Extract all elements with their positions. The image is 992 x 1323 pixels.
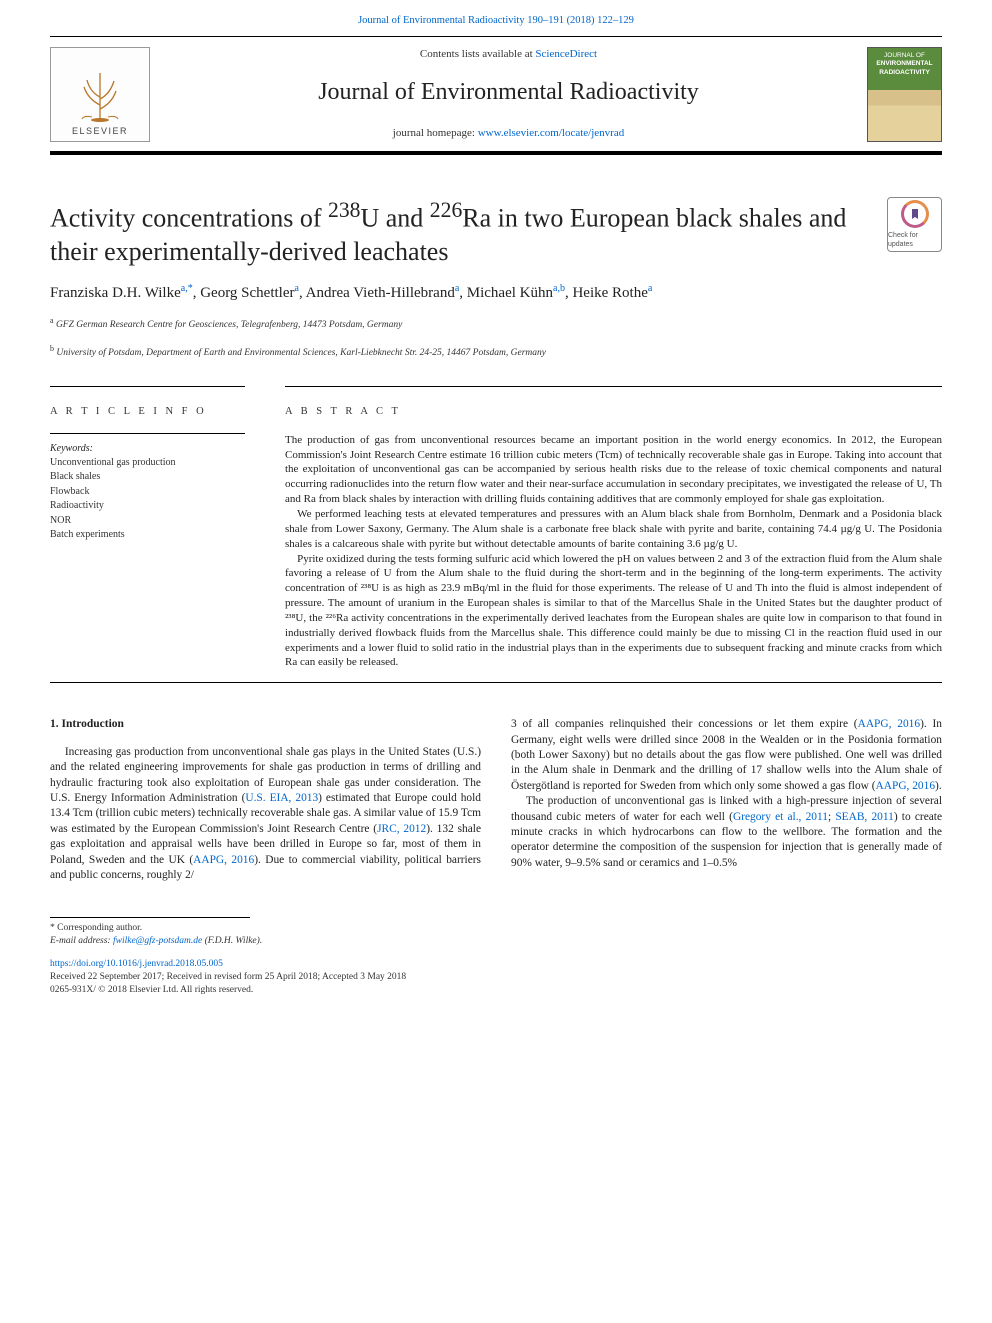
abstract-body: The production of gas from unconventiona… (285, 433, 942, 671)
affiliation: b University of Potsdam, Department of E… (50, 344, 942, 360)
affiliation: a GFZ German Research Centre for Geoscie… (50, 316, 942, 332)
citation-link[interactable]: JRC, 2012 (377, 823, 426, 835)
citation-link[interactable]: AAPG, 2016 (858, 718, 920, 730)
article-info-heading: A R T I C L E I N F O (50, 405, 245, 419)
abstract-paragraph: Pyrite oxidized during the tests forming… (285, 552, 942, 671)
check-updates-label: Check for updates (888, 231, 941, 250)
section-heading: 1. Introduction (50, 717, 481, 733)
journal-cover-thumb[interactable]: JOURNAL OF ENVIRONMENTAL RADIOACTIVITY (867, 47, 942, 142)
keyword: Batch experiments (50, 528, 245, 543)
citation-link[interactable]: SEAB, 2011 (835, 811, 894, 823)
keyword: NOR (50, 513, 245, 528)
keyword: Flowback (50, 484, 245, 499)
contents-line: Contents lists available at ScienceDirec… (168, 47, 849, 62)
authors: Franziska D.H. Wilkea,*, Georg Schettler… (50, 282, 942, 303)
citation-link[interactable]: AAPG, 2016 (193, 854, 254, 866)
body-paragraph: Increasing gas production from unconvent… (50, 745, 481, 884)
citation-link[interactable]: Gregory et al., 2011 (733, 811, 828, 823)
keywords-label: Keywords: (50, 442, 245, 456)
running-head: Journal of Environmental Radioactivity 1… (0, 0, 992, 36)
bookmark-icon (909, 208, 921, 220)
keywords-list: Unconventional gas productionBlack shale… (50, 455, 245, 542)
corresponding-author-note: * Corresponding author. (50, 922, 942, 935)
cover-text-mid: ENVIRONMENTAL RADIOACTIVITY (870, 60, 939, 78)
elsevier-label: ELSEVIER (72, 125, 128, 137)
email-link[interactable]: fwilke@gfz-potsdam.de (113, 936, 202, 946)
received-line: Received 22 September 2017; Received in … (50, 971, 942, 984)
citation-link[interactable]: U.S. EIA, 2013 (245, 792, 318, 804)
keyword: Radioactivity (50, 499, 245, 514)
homepage-line: journal homepage: www.elsevier.com/locat… (168, 126, 849, 141)
citation-link[interactable]: AAPG, 2016 (876, 780, 936, 792)
elsevier-tree-icon (70, 65, 130, 125)
article-title: Activity concentrations of 238U and 226R… (50, 197, 869, 268)
sciencedirect-link[interactable]: ScienceDirect (535, 48, 597, 60)
body-columns: 1. Introduction Increasing gas productio… (50, 717, 942, 883)
elsevier-logo[interactable]: ELSEVIER (50, 47, 150, 142)
doi-link[interactable]: https://doi.org/10.1016/j.jenvrad.2018.0… (50, 958, 223, 971)
journal-name: Journal of Environmental Radioactivity (168, 76, 849, 108)
email-line: E-mail address: fwilke@gfz-potsdam.de (F… (50, 935, 942, 948)
running-head-link[interactable]: Journal of Environmental Radioactivity 1… (358, 15, 634, 26)
keyword: Unconventional gas production (50, 455, 245, 470)
abstract-paragraph: The production of gas from unconventiona… (285, 433, 942, 507)
journal-homepage-link[interactable]: www.elsevier.com/locate/jenvrad (478, 127, 625, 139)
abstract-paragraph: We performed leaching tests at elevated … (285, 507, 942, 552)
abstract-heading: A B S T R A C T (285, 405, 942, 419)
journal-band: ELSEVIER Contents lists available at Sci… (50, 36, 942, 155)
keyword: Black shales (50, 470, 245, 485)
check-updates-badge[interactable]: Check for updates (887, 197, 942, 252)
issn-line: 0265-931X/ © 2018 Elsevier Ltd. All righ… (50, 984, 942, 997)
cover-text-top: JOURNAL OF (870, 52, 939, 61)
body-paragraph: 3 of all companies relinquished their co… (511, 717, 942, 794)
body-paragraph: The production of unconventional gas is … (511, 794, 942, 871)
